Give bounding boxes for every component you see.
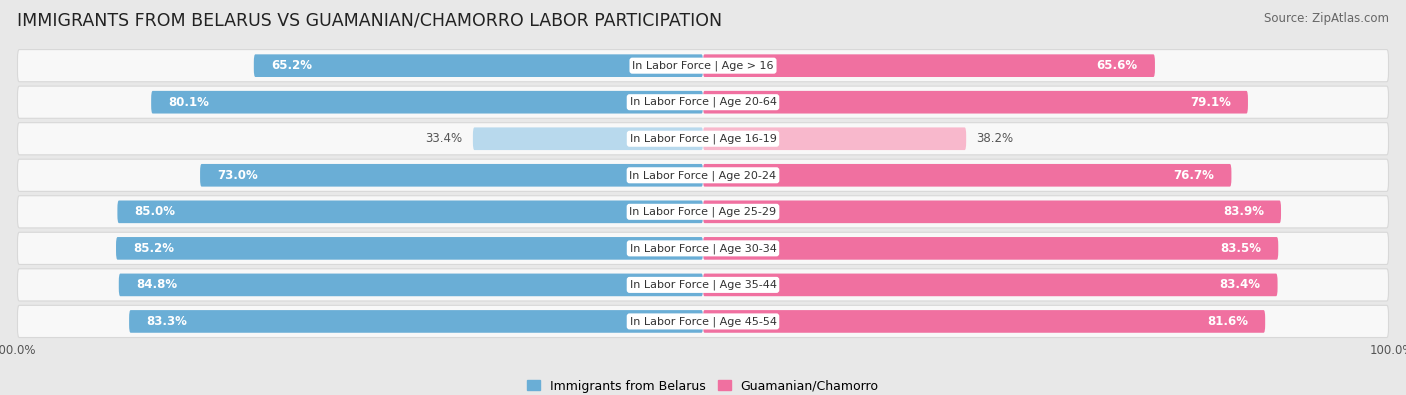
Text: 83.3%: 83.3% <box>146 315 187 328</box>
FancyBboxPatch shape <box>17 86 1389 118</box>
FancyBboxPatch shape <box>703 310 1265 333</box>
FancyBboxPatch shape <box>118 274 703 296</box>
Text: 80.1%: 80.1% <box>169 96 209 109</box>
FancyBboxPatch shape <box>17 159 1389 191</box>
Text: 81.6%: 81.6% <box>1206 315 1249 328</box>
Text: In Labor Force | Age 20-24: In Labor Force | Age 20-24 <box>630 170 776 181</box>
Text: 38.2%: 38.2% <box>977 132 1014 145</box>
FancyBboxPatch shape <box>117 237 703 260</box>
Text: 83.5%: 83.5% <box>1220 242 1261 255</box>
Text: In Labor Force | Age > 16: In Labor Force | Age > 16 <box>633 60 773 71</box>
Text: 65.6%: 65.6% <box>1097 59 1137 72</box>
FancyBboxPatch shape <box>152 91 703 113</box>
Text: In Labor Force | Age 45-54: In Labor Force | Age 45-54 <box>630 316 776 327</box>
Text: 79.1%: 79.1% <box>1189 96 1230 109</box>
Text: 73.0%: 73.0% <box>218 169 259 182</box>
Text: In Labor Force | Age 20-64: In Labor Force | Age 20-64 <box>630 97 776 107</box>
Text: 83.4%: 83.4% <box>1219 278 1260 292</box>
Text: In Labor Force | Age 35-44: In Labor Force | Age 35-44 <box>630 280 776 290</box>
Text: In Labor Force | Age 30-34: In Labor Force | Age 30-34 <box>630 243 776 254</box>
Text: 76.7%: 76.7% <box>1174 169 1215 182</box>
FancyBboxPatch shape <box>703 274 1278 296</box>
Legend: Immigrants from Belarus, Guamanian/Chamorro: Immigrants from Belarus, Guamanian/Chamo… <box>523 375 883 395</box>
Text: 65.2%: 65.2% <box>271 59 312 72</box>
Text: 33.4%: 33.4% <box>426 132 463 145</box>
FancyBboxPatch shape <box>703 201 1281 223</box>
Text: 85.0%: 85.0% <box>135 205 176 218</box>
FancyBboxPatch shape <box>17 123 1389 155</box>
FancyBboxPatch shape <box>472 128 703 150</box>
Text: 84.8%: 84.8% <box>136 278 177 292</box>
FancyBboxPatch shape <box>118 201 703 223</box>
FancyBboxPatch shape <box>17 232 1389 264</box>
Text: IMMIGRANTS FROM BELARUS VS GUAMANIAN/CHAMORRO LABOR PARTICIPATION: IMMIGRANTS FROM BELARUS VS GUAMANIAN/CHA… <box>17 12 723 30</box>
FancyBboxPatch shape <box>17 305 1389 337</box>
Text: 85.2%: 85.2% <box>134 242 174 255</box>
Text: 83.9%: 83.9% <box>1223 205 1264 218</box>
FancyBboxPatch shape <box>703 164 1232 186</box>
FancyBboxPatch shape <box>129 310 703 333</box>
FancyBboxPatch shape <box>17 269 1389 301</box>
FancyBboxPatch shape <box>17 196 1389 228</box>
FancyBboxPatch shape <box>200 164 703 186</box>
FancyBboxPatch shape <box>703 237 1278 260</box>
FancyBboxPatch shape <box>254 55 703 77</box>
FancyBboxPatch shape <box>17 50 1389 82</box>
Text: In Labor Force | Age 25-29: In Labor Force | Age 25-29 <box>630 207 776 217</box>
FancyBboxPatch shape <box>703 55 1154 77</box>
Text: Source: ZipAtlas.com: Source: ZipAtlas.com <box>1264 12 1389 25</box>
FancyBboxPatch shape <box>703 91 1249 113</box>
FancyBboxPatch shape <box>703 128 966 150</box>
Text: In Labor Force | Age 16-19: In Labor Force | Age 16-19 <box>630 134 776 144</box>
